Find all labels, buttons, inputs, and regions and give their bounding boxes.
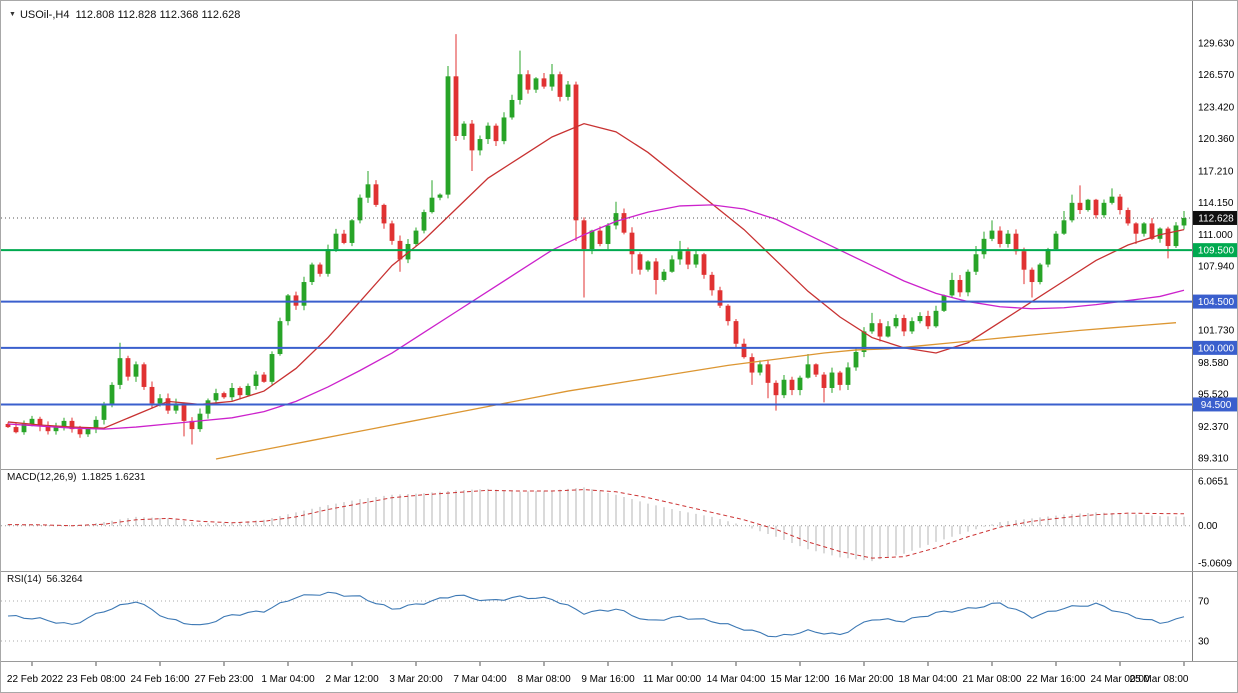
- price-axis-label: 107.940: [1198, 262, 1235, 273]
- price-badge-label: 94.500: [1201, 400, 1232, 411]
- price-axis-label: 120.360: [1198, 134, 1235, 145]
- macd-indicator-label: MACD(12,26,9) 1.1825 1.6231: [7, 472, 145, 483]
- price-axis-label: 126.570: [1198, 70, 1235, 81]
- x-axis-label: 14 Mar 04:00: [707, 674, 766, 685]
- ma-mid-line: [7, 204, 1185, 430]
- candles-layer: [5, 34, 1187, 445]
- price-axis-label: 98.580: [1198, 358, 1229, 369]
- x-axis-label: 7 Mar 04:00: [453, 674, 507, 685]
- macd-signal-line: [7, 489, 1185, 559]
- x-axis-label: 24 Feb 16:00: [131, 674, 190, 685]
- symbol-period-label: USOil-,H4: [19, 9, 70, 21]
- symbol-dropdown-icon[interactable]: ▼: [9, 11, 16, 18]
- macd-axis-label: -5.0609: [1198, 558, 1232, 569]
- price-axis-label: 114.150: [1198, 198, 1234, 209]
- macd-pane: [1, 487, 1192, 562]
- price-badge: [1193, 294, 1237, 309]
- rsi-value: 56.3264: [46, 574, 83, 585]
- x-axis-label: 22 Mar 16:00: [1027, 674, 1086, 685]
- rsi-axis-label: 70: [1198, 597, 1210, 608]
- price-axis-label: 111.000: [1198, 230, 1233, 241]
- x-axis-label: 2 Mar 12:00: [325, 674, 379, 685]
- price-badge: [1193, 340, 1237, 355]
- x-axis-label: 27 Feb 23:00: [195, 674, 254, 685]
- x-axis-label: 11 Mar 00:00: [643, 674, 702, 685]
- price-axis-label: 95.520: [1198, 389, 1229, 400]
- x-axis-label: 25 Mar 08:00: [1130, 674, 1189, 685]
- price-axis[interactable]: 129.630 126.570 123.420 120.360 117.210 114.1…: [1193, 39, 1238, 648]
- x-axis-label: 21 Mar 08:00: [963, 674, 1022, 685]
- price-badge-label: 109.500: [1198, 246, 1235, 257]
- price-badge-label: 112.628: [1198, 213, 1234, 224]
- x-axis-label: 3 Mar 20:00: [389, 674, 443, 685]
- rsi-pane: [1, 591, 1192, 642]
- x-axis-label: 23 Feb 08:00: [67, 674, 126, 685]
- macd-axis-label: 6.0651: [1198, 477, 1229, 488]
- price-axis-label: 117.210: [1198, 166, 1234, 177]
- x-axis-label: 9 Mar 16:00: [581, 674, 635, 685]
- x-axis-label: 1 Mar 04:00: [261, 674, 315, 685]
- price-badge: [1193, 210, 1237, 225]
- chart-ohlc-title: ▼ USOil-,H4 112.808 112.828 112.368 112.62…: [9, 9, 240, 21]
- price-badge-label: 100.000: [1198, 343, 1235, 354]
- price-axis-label: 89.310: [1198, 453, 1229, 464]
- level-lines: [1, 217, 1192, 406]
- rsi-indicator-label: RSI(14) 56.3264: [7, 574, 83, 585]
- x-axis-label: 16 Mar 20:00: [835, 674, 894, 685]
- time-axis[interactable]: 22 Feb 2022 23 Feb 08:00 24 Feb 16:00 27 Fe…: [7, 662, 1189, 685]
- ohlc-values: 112.808 112.828 112.368 112.628: [75, 9, 241, 21]
- macd-name: MACD(12,26,9): [7, 472, 77, 483]
- price-axis-label: 129.630: [1198, 39, 1235, 50]
- price-axis-label: 92.370: [1198, 422, 1229, 433]
- x-axis-label: 24 Mar 00:00: [1091, 674, 1150, 685]
- price-badge-label: 104.500: [1198, 297, 1235, 308]
- price-axis-label: 123.420: [1198, 102, 1235, 113]
- ma-long-line: [215, 322, 1177, 460]
- rsi-axis-label: 30: [1198, 637, 1210, 648]
- x-axis-label: 22 Feb 2022: [7, 674, 64, 685]
- price-badge: [1193, 243, 1237, 258]
- macd-values: 1.1825 1.6231: [81, 472, 146, 483]
- x-axis-label: 8 Mar 08:00: [517, 674, 571, 685]
- x-axis-label: 18 Mar 04:00: [899, 674, 958, 685]
- macd-axis-label: 0.00: [1198, 521, 1218, 532]
- rsi-name: RSI(14): [7, 574, 42, 585]
- price-axis-label: 101.730: [1198, 326, 1235, 337]
- rsi-line: [7, 591, 1185, 638]
- price-badge: [1193, 397, 1237, 412]
- x-axis-label: 15 Mar 12:00: [771, 674, 830, 685]
